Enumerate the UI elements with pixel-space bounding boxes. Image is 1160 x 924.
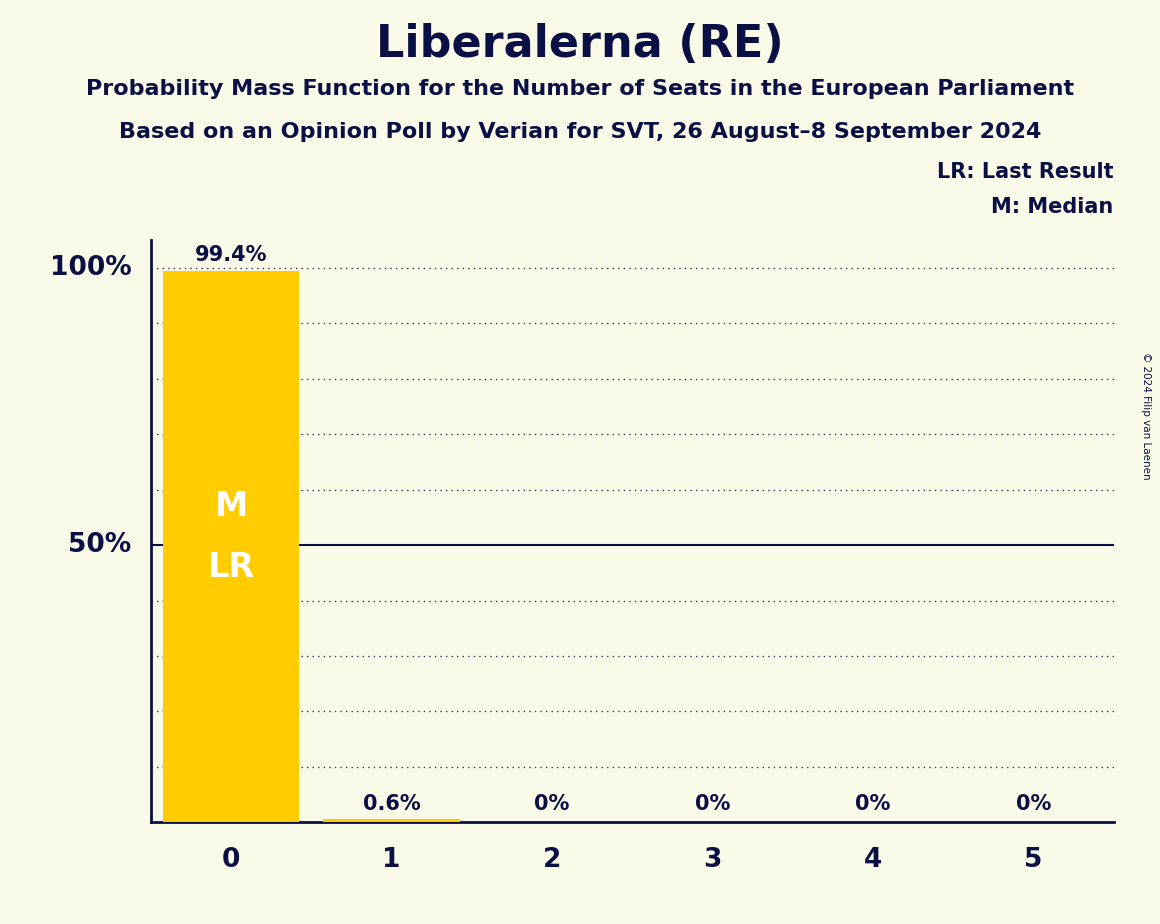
Text: 0%: 0%: [855, 794, 891, 814]
Text: Based on an Opinion Poll by Verian for SVT, 26 August–8 September 2024: Based on an Opinion Poll by Verian for S…: [118, 122, 1042, 142]
Text: M: Median: M: Median: [992, 197, 1114, 216]
Bar: [162, 272, 299, 822]
Text: 100%: 100%: [50, 255, 131, 281]
Bar: [324, 819, 459, 822]
Text: M: M: [215, 490, 247, 523]
Text: 0%: 0%: [535, 794, 570, 814]
Text: © 2024 Filip van Laenen: © 2024 Filip van Laenen: [1141, 352, 1151, 480]
Text: 99.4%: 99.4%: [195, 245, 267, 265]
Text: 50%: 50%: [68, 532, 131, 558]
Text: LR: LR: [208, 551, 254, 584]
Text: 0%: 0%: [1016, 794, 1051, 814]
Text: LR: Last Result: LR: Last Result: [937, 162, 1114, 182]
Text: 0%: 0%: [695, 794, 730, 814]
Text: Probability Mass Function for the Number of Seats in the European Parliament: Probability Mass Function for the Number…: [86, 79, 1074, 99]
Text: Liberalerna (RE): Liberalerna (RE): [376, 23, 784, 67]
Text: 0.6%: 0.6%: [363, 794, 420, 814]
